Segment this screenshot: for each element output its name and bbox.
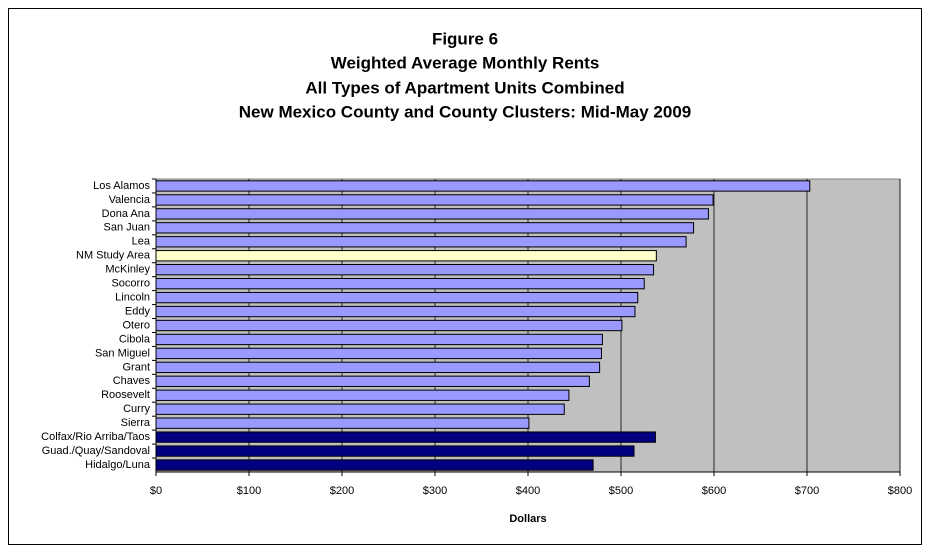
y-tick-label: Valencia (109, 194, 151, 206)
chart-title: Weighted Average Monthly Rents (331, 53, 600, 72)
x-axis-label: Dollars (509, 513, 546, 525)
y-tick-label: Roosevelt (101, 389, 150, 401)
y-tick-label: Guad./Quay/Sandoval (42, 445, 150, 457)
chart-title: Figure 6 (432, 29, 498, 48)
bar (155, 277, 645, 290)
bar (155, 445, 635, 457)
y-tick-label: San Juan (104, 222, 150, 234)
y-tick-label: Los Alamos (93, 180, 150, 192)
x-tick-label: $800 (888, 485, 912, 497)
bar (155, 264, 655, 276)
bar (155, 319, 623, 332)
bar (155, 361, 601, 374)
chart-title: New Mexico County and County Clusters: M… (239, 102, 691, 121)
bar (155, 417, 530, 429)
y-tick-label: Chaves (113, 375, 151, 387)
chart-title: All Types of Apartment Units Combined (305, 78, 624, 97)
x-tick-label: $600 (702, 485, 726, 497)
y-tick-label: Sierra (121, 417, 151, 429)
bar (155, 236, 687, 248)
bar (155, 333, 603, 346)
bar (155, 222, 695, 234)
y-tick-label: Hidalgo/Luna (85, 459, 151, 471)
y-tick-label: Socorro (111, 278, 150, 290)
bar (155, 291, 639, 304)
bar (155, 194, 714, 206)
x-tick-label: $200 (330, 485, 354, 497)
y-tick-label: San Miguel (95, 347, 150, 359)
x-tick-label: $100 (237, 485, 261, 497)
bar (155, 305, 636, 318)
bar (155, 431, 656, 443)
y-tick-label: McKinley (105, 264, 150, 276)
bar (155, 208, 709, 220)
y-tick-label: Curry (123, 403, 150, 415)
bar (155, 180, 811, 192)
x-tick-label: $400 (516, 485, 540, 497)
bar (155, 250, 657, 262)
bar (155, 403, 565, 415)
y-tick-label: Grant (122, 361, 150, 373)
y-tick-label: Dona Ana (102, 208, 151, 220)
x-tick-label: $500 (609, 485, 633, 497)
y-tick-label: Otero (122, 319, 150, 331)
x-tick-label: $300 (423, 485, 447, 497)
y-tick-label: Lea (132, 236, 151, 248)
x-tick-label: $700 (795, 485, 819, 497)
bar (155, 347, 602, 360)
y-tick-label: Cibola (119, 333, 151, 345)
y-tick-label: NM Study Area (76, 250, 151, 262)
bar (155, 375, 590, 387)
y-tick-label: Lincoln (115, 292, 150, 304)
y-tick-label: Colfax/Rio Arriba/Taos (41, 431, 150, 443)
bar (155, 459, 594, 471)
y-tick-label: Eddy (125, 305, 151, 317)
x-tick-label: $0 (150, 485, 162, 497)
bar (155, 389, 570, 401)
